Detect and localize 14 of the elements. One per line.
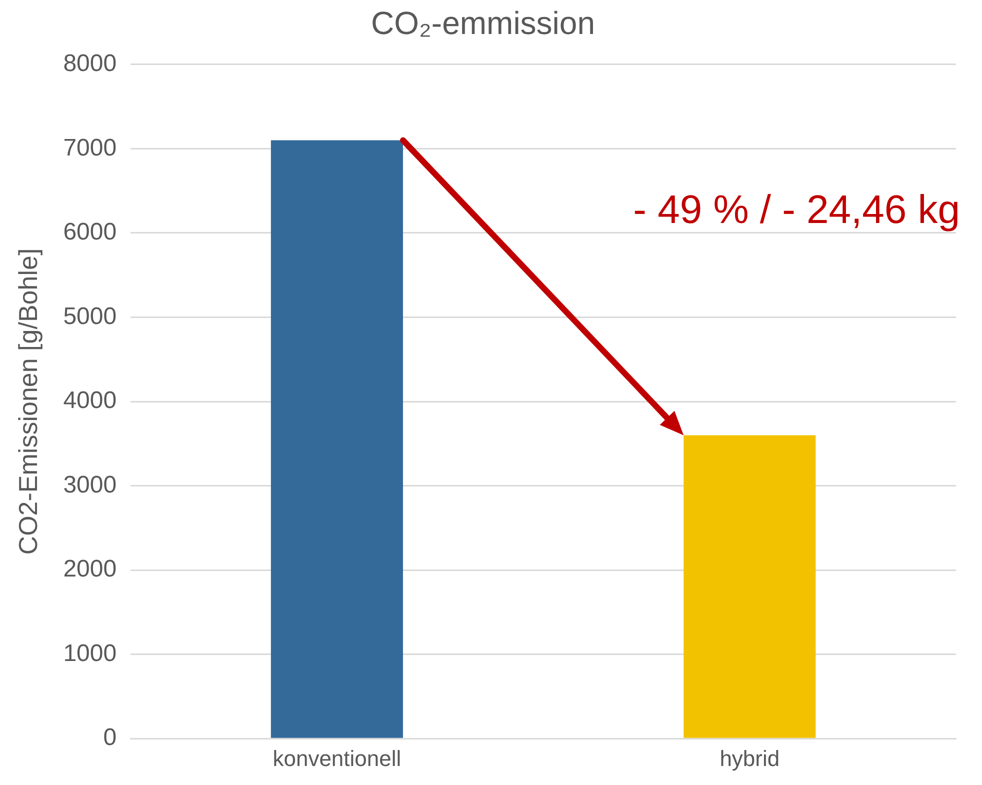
x-tick-label: hybrid: [720, 746, 780, 771]
y-axis-title: CO2-Emissionen [g/Bohle]: [12, 248, 43, 555]
y-tick-label: 7000: [63, 134, 117, 162]
y-tick-label: 5000: [63, 302, 117, 330]
y-tick-label: 3000: [63, 471, 117, 498]
x-tick-label: konventionell: [272, 746, 402, 771]
annotation: - 49 % / - 24,46 kg: [633, 188, 960, 232]
y-tick-label: 4000: [63, 387, 117, 414]
y-tick-label: 2000: [63, 556, 117, 583]
y-tick-label: 0: [103, 724, 117, 752]
chart-title: CO₂-emmission: [371, 5, 595, 42]
y-tick-label: 6000: [63, 218, 117, 246]
y-tick-label: 1000: [63, 640, 117, 667]
y-tick-label: 8000: [63, 50, 117, 78]
